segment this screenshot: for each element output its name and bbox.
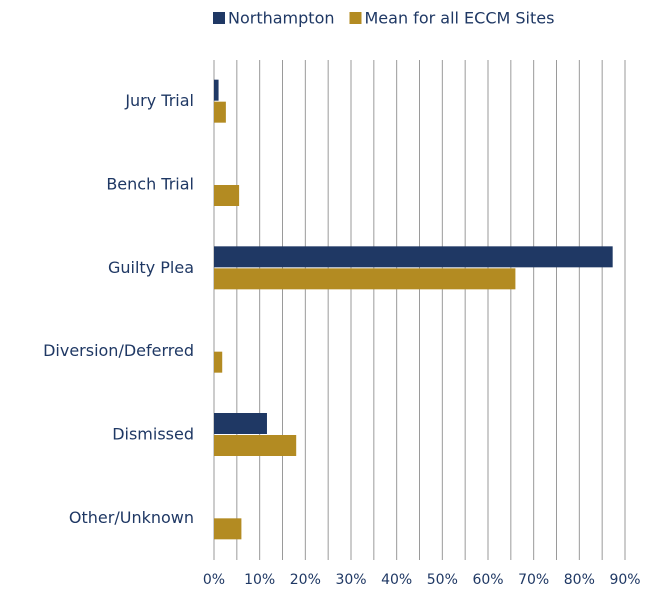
y-tick-label: Guilty Plea (108, 258, 194, 277)
bar (214, 246, 613, 268)
x-tick-label: 10% (244, 572, 275, 588)
x-tick-label: 0% (203, 572, 225, 588)
x-tick-label: 30% (335, 572, 366, 588)
y-tick-label: Bench Trial (106, 175, 194, 194)
x-tick-label: 80% (564, 572, 595, 588)
y-tick-label: Diversion/Deferred (43, 341, 194, 360)
y-tick-label: Other/Unknown (69, 508, 194, 527)
legend-swatch (213, 12, 225, 24)
bar (214, 351, 223, 373)
bar (214, 79, 219, 101)
legend-swatch (349, 12, 362, 24)
legend-label: Northampton (228, 9, 335, 28)
x-tick-label: 20% (290, 572, 321, 588)
x-tick-label: 70% (518, 572, 549, 588)
bar (214, 101, 226, 123)
bar (214, 435, 297, 456)
bar (214, 518, 242, 540)
y-tick-label: Jury Trial (124, 91, 194, 110)
x-tick-label: 40% (381, 572, 412, 588)
bar (214, 413, 267, 434)
bar (214, 185, 240, 206)
x-tick-label: 60% (472, 572, 503, 588)
x-tick-label: 50% (427, 572, 458, 588)
legend-label: Mean for all ECCM Sites (365, 9, 555, 28)
x-tick-label: 90% (609, 572, 640, 588)
y-tick-label: Dismissed (112, 425, 194, 444)
bar (214, 268, 516, 290)
